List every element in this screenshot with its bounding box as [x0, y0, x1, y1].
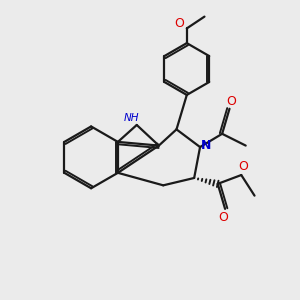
Text: NH: NH [124, 113, 139, 124]
Text: O: O [175, 17, 184, 31]
Text: O: O [226, 95, 236, 108]
Text: O: O [219, 211, 229, 224]
Text: N: N [201, 139, 211, 152]
Text: O: O [238, 160, 248, 173]
